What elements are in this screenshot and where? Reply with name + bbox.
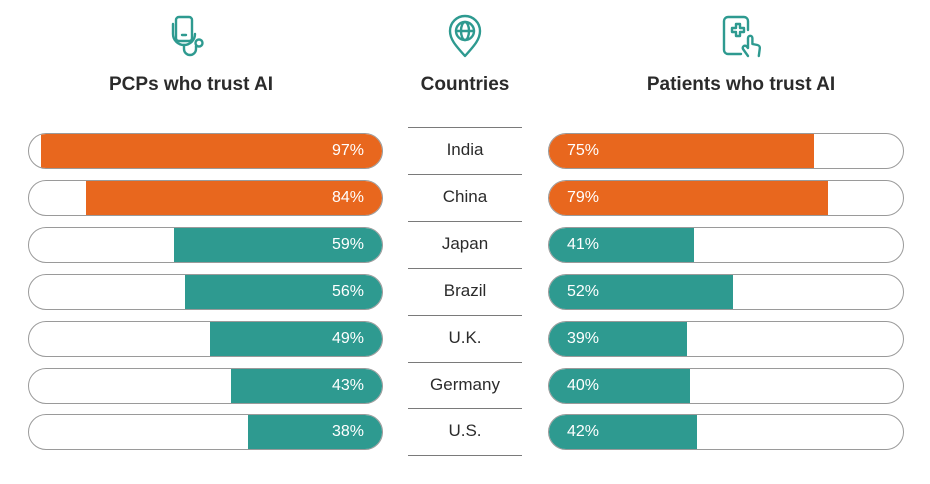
globe-pin-icon <box>448 14 482 58</box>
country-label-4: U.K. <box>448 327 482 347</box>
patient-bar-2 <box>549 227 694 262</box>
pcp-bar-4 <box>209 321 382 356</box>
pcp-bar-2 <box>174 227 382 262</box>
patient-bar-6 <box>549 415 698 450</box>
patient-bar-track-4: 39% <box>548 320 904 357</box>
pcp-value-label-5: 43% <box>331 376 364 394</box>
pcp-value-label-6: 38% <box>331 423 364 441</box>
country-label-6: U.S. <box>448 421 482 441</box>
pcp-bar-0 <box>40 134 382 168</box>
stethoscope-phone-icon <box>171 15 204 57</box>
patient-value-label-1: 79% <box>567 188 600 206</box>
country-label-5: Germany <box>430 374 500 394</box>
patient-value-label-6: 42% <box>567 423 600 441</box>
countries-header: Countries <box>420 74 510 95</box>
patient-bar-4 <box>549 321 687 356</box>
pcp-bar-3 <box>184 274 382 309</box>
pcp-bar-track-3: 56% <box>28 273 383 310</box>
patient-bar-track-5: 40% <box>548 367 904 404</box>
country-divider <box>408 455 522 457</box>
patients-trust-ai-header: Patients who trust AI <box>646 74 836 95</box>
country-divider <box>408 408 522 410</box>
country-divider <box>408 314 522 316</box>
patient-bar-track-0: 75% <box>548 133 904 169</box>
pcp-bar-track-6: 38% <box>28 414 383 451</box>
country-divider <box>408 173 522 175</box>
pcp-bar-track-5: 43% <box>28 367 383 404</box>
pcp-value-label-3: 56% <box>331 282 364 300</box>
patient-bar-track-3: 52% <box>548 273 904 310</box>
country-label-1: China <box>442 186 488 206</box>
country-label-0: India <box>446 140 484 159</box>
pcp-value-label-1: 84% <box>331 188 364 206</box>
pcp-bar-1 <box>86 180 382 215</box>
pcp-bar-track-1: 84% <box>28 179 383 216</box>
pcps-trust-ai-header: PCPs who trust AI <box>109 74 273 95</box>
pcp-bar-6 <box>248 415 382 450</box>
country-divider <box>408 220 522 222</box>
pcp-bar-track-0: 97% <box>28 133 383 169</box>
pcp-value-label-0: 97% <box>331 142 364 159</box>
country-divider <box>408 361 522 363</box>
patient-bar-track-6: 42% <box>548 414 904 451</box>
country-divider <box>408 127 522 128</box>
patient-bar-5 <box>549 368 691 403</box>
patient-bar-3 <box>549 274 733 309</box>
pcp-value-label-4: 49% <box>331 329 364 347</box>
patient-value-label-5: 40% <box>567 376 600 394</box>
patient-bar-1 <box>549 180 828 215</box>
patient-value-label-4: 39% <box>567 329 600 347</box>
country-divider <box>408 267 522 269</box>
patient-value-label-3: 52% <box>567 282 600 300</box>
pcp-bar-track-2: 59% <box>28 226 383 263</box>
patient-bar-0 <box>549 134 814 168</box>
country-label-3: Brazil <box>443 280 487 300</box>
country-label-2: Japan <box>441 233 489 253</box>
phone-medical-tap-icon <box>722 15 761 58</box>
pcp-value-label-2: 59% <box>331 235 364 253</box>
patient-bar-track-2: 41% <box>548 226 904 263</box>
patient-bar-track-1: 79% <box>548 179 904 216</box>
patient-value-label-2: 41% <box>567 235 600 253</box>
patient-value-label-0: 75% <box>567 142 600 159</box>
pcp-bar-5 <box>230 368 382 403</box>
pcp-bar-track-4: 49% <box>28 320 383 357</box>
